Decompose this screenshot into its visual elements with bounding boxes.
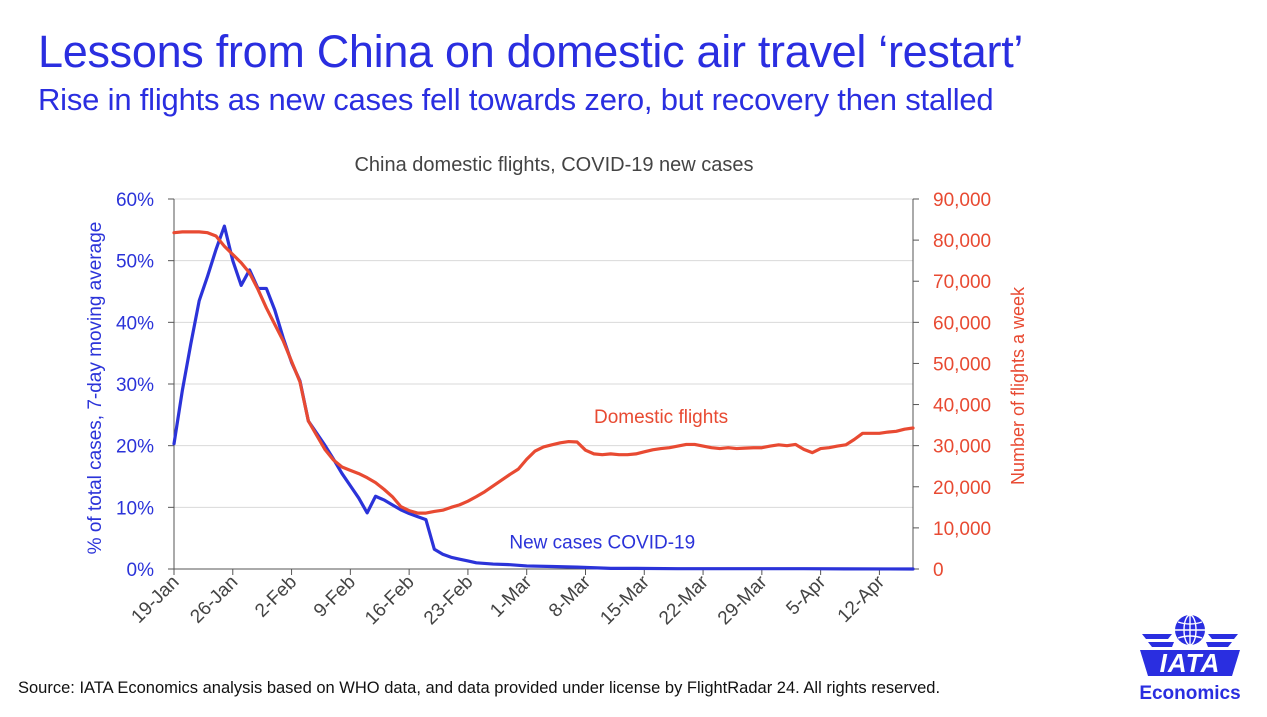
iata-globe-wings-icon <box>1140 614 1240 676</box>
annotation-domestic-flights: Domestic flights <box>594 407 728 428</box>
series-line-new-cases <box>172 224 915 571</box>
y-right-tick-label: 20,000 <box>933 478 991 499</box>
logo-subtitle: Economics <box>1139 683 1241 704</box>
source-note: Source: IATA Economics analysis based on… <box>18 679 941 697</box>
x-tick-label: 12-Apr <box>834 571 890 627</box>
y-left-tick-label: 60% <box>116 190 154 211</box>
x-tick-label: 9-Feb <box>310 572 360 622</box>
x-tick-label: 22-Mar <box>655 571 713 629</box>
x-tick-label: 16-Feb <box>361 572 418 629</box>
x-tick-label: 5-Apr <box>782 571 830 619</box>
y-right-axis-title: Number of flights a week <box>1008 286 1028 485</box>
y-left-tick-label: 30% <box>116 375 154 396</box>
logo-wordmark: IATA <box>1159 648 1221 678</box>
x-tick-label: 15-Mar <box>596 571 654 629</box>
y-left-tick-label: 50% <box>116 252 154 273</box>
y-left-axis-title: % of total cases, 7-day moving average <box>85 222 106 555</box>
y-left-tick-label: 40% <box>116 313 154 334</box>
x-tick-label: 29-Mar <box>714 571 772 629</box>
y-right-tick-label: 80,000 <box>933 231 991 252</box>
page-title: Lessons from China on domestic air trave… <box>38 26 1024 77</box>
chart-title: China domestic flights, COVID-19 new cas… <box>354 154 753 176</box>
page-subtitle: Rise in flights as new cases fell toward… <box>38 82 994 117</box>
y-right-tick-label: 30,000 <box>933 437 991 458</box>
y-left-tick-label: 20% <box>116 437 154 458</box>
series-line-domestic-flights <box>172 230 915 515</box>
annotation-new-cases: New cases COVID-19 <box>509 533 695 554</box>
y-right-tick-label: 10,000 <box>933 519 991 540</box>
x-tick-label: 23-Feb <box>420 572 477 629</box>
y-right-tick-label: 70,000 <box>933 272 991 293</box>
y-left-tick-label: 10% <box>116 498 154 519</box>
x-tick-label: 2-Feb <box>251 572 301 622</box>
y-right-tick-label: 0 <box>933 560 944 581</box>
y-right-tick-label: 50,000 <box>933 354 991 375</box>
y-right-tick-label: 90,000 <box>933 190 991 211</box>
y-right-tick-label: 40,000 <box>933 396 991 417</box>
x-tick-label: 1-Mar <box>486 571 536 621</box>
x-tick-label: 8-Mar <box>545 571 595 621</box>
x-tick-label: 26-Jan <box>186 572 242 628</box>
y-right-tick-label: 60,000 <box>933 313 991 334</box>
y-left-tick-label: 0% <box>127 560 155 581</box>
iata-logo: IATA Economics <box>1128 612 1252 706</box>
